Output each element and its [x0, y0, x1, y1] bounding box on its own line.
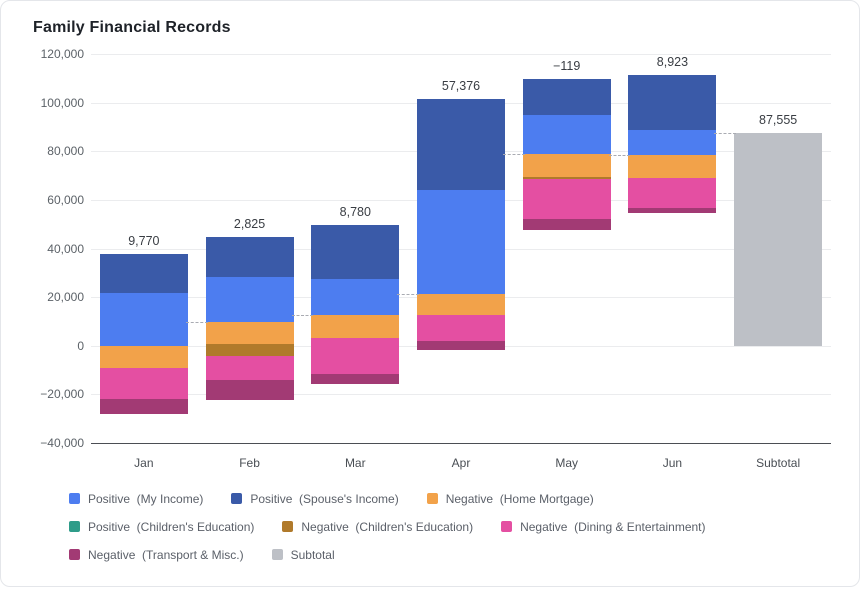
y-axis-tick-label: −40,000 [40, 436, 84, 451]
bar-segment-children_edu_neg[interactable] [205, 343, 294, 356]
bar-segment-my_income[interactable] [417, 189, 505, 294]
bar-net-label-jan: 9,770 [128, 233, 160, 248]
legend-item-my_income[interactable]: Positive (My Income) [69, 492, 203, 506]
chart-title: Family Financial Records [33, 19, 231, 36]
bar-segment-children_edu_neg[interactable] [522, 176, 611, 180]
bar-segment-spouse_income[interactable] [417, 98, 505, 190]
waterfall-connector [397, 293, 419, 295]
legend-item-dining[interactable]: Negative (Dining & Entertainment) [501, 519, 706, 534]
bar-segment-my_income[interactable] [99, 292, 188, 346]
bar-segment-dining[interactable] [311, 337, 400, 374]
legend-swatch-icon [282, 521, 294, 532]
legend-label: Negative (Transport & Misc.) [88, 547, 244, 562]
y-axis-tick-label: 120,000 [40, 47, 84, 62]
legend-label: Positive (Spouse's Income) [250, 491, 399, 506]
y-axis-tick-label: 100,000 [40, 95, 84, 110]
bar-segment-my_income[interactable] [628, 129, 717, 155]
bar-segment-transport[interactable] [628, 207, 717, 213]
bar-segment-spouse_income[interactable] [99, 253, 188, 293]
bar-segment-home_mortgage[interactable] [628, 154, 717, 178]
y-axis-tick-label: 40,000 [47, 241, 84, 256]
y-axis-tick-label: 20,000 [47, 290, 84, 305]
gridline [91, 54, 831, 56]
bar-segment-dining[interactable] [417, 314, 505, 341]
bar-segment-dining[interactable] [205, 355, 294, 380]
y-axis-tick-label: −20,000 [40, 387, 84, 402]
x-axis-label-feb: Feb [239, 456, 260, 470]
bar-segment-spouse_income[interactable] [311, 224, 400, 279]
bar-net-label-jun: 8,923 [656, 54, 689, 69]
bar-segment-dining[interactable] [522, 179, 611, 220]
bar-segment-home_mortgage[interactable] [417, 293, 505, 315]
bar-segment-dining[interactable] [628, 177, 717, 208]
legend-item-transport[interactable]: Negative (Transport & Misc.) [69, 548, 244, 562]
x-axis-label-jun: Jun [662, 456, 683, 470]
legend-label: Positive (My Income) [88, 491, 204, 506]
waterfall-connector [185, 322, 208, 324]
bar-segment-my_income[interactable] [205, 276, 294, 323]
bar-segment-transport[interactable] [417, 340, 505, 350]
bar-segment-spouse_income[interactable] [205, 236, 294, 277]
bar-net-label-feb: 2,825 [233, 216, 266, 231]
bar-net-label-mar: 8,780 [339, 204, 371, 219]
legend-item-home_mortgage[interactable]: Negative (Home Mortgage) [426, 491, 594, 506]
legend-item-spouse_income[interactable]: Positive (Spouse's Income) [231, 491, 399, 506]
x-axis-label-mar: Mar [344, 456, 366, 470]
x-axis-label-may: May [555, 456, 579, 470]
waterfall-connector [291, 315, 314, 317]
x-axis-line [91, 443, 831, 445]
legend-swatch-icon [271, 549, 283, 560]
legend-swatch-icon [69, 493, 80, 504]
bar-net-label-subtotal: 87,555 [759, 112, 798, 127]
legend-label: Positive (Children's Education) [88, 519, 255, 534]
bar-segment-dining[interactable] [99, 367, 188, 399]
legend-swatch-icon [426, 493, 438, 504]
legend-label: Negative (Dining & Entertainment) [520, 519, 706, 534]
legend-swatch-icon [69, 549, 80, 560]
bar-segment-home_mortgage[interactable] [205, 322, 294, 344]
gridline [91, 394, 831, 396]
legend-swatch-icon [231, 493, 243, 504]
waterfall-connector [608, 154, 631, 156]
x-axis-label-subtotal: Subtotal [756, 456, 801, 470]
legend-row: Negative (Transport & Misc.) Subtotal [69, 546, 706, 563]
legend-row: Positive (Children's Education) Negative … [69, 518, 706, 535]
legend-item-children_edu_pos[interactable]: Positive (Children's Education) [69, 520, 254, 534]
y-axis-tick-label: 0 [77, 338, 84, 353]
chart-plot-area: 120,000 100,000 80,000 60,000 40,000 20,000 0 −… [1, 1, 859, 481]
legend-item-children_edu_neg[interactable]: Negative (Children's Education) [282, 520, 473, 534]
bar-segment-my_income[interactable] [522, 114, 611, 155]
bar-segment-transport[interactable] [205, 379, 294, 401]
bar-segment-home_mortgage[interactable] [522, 154, 611, 177]
legend-swatch-icon [501, 521, 513, 532]
legend-label: Subtotal [290, 547, 335, 562]
bar-segment-home_mortgage[interactable] [311, 315, 400, 338]
bar-segment-transport[interactable] [311, 373, 400, 385]
bar-segment-spouse_income[interactable] [628, 74, 717, 130]
bar-segment-home_mortgage[interactable] [99, 345, 188, 368]
y-axis-tick-label: 80,000 [47, 144, 84, 159]
legend-swatch-icon [69, 521, 80, 532]
y-axis-tick-label: 60,000 [47, 192, 84, 207]
waterfall-connector [503, 154, 525, 156]
bar-segment-spouse_income[interactable] [522, 78, 611, 115]
bar-segment-transport[interactable] [99, 398, 188, 415]
bar-segment-my_income[interactable] [311, 278, 400, 316]
x-axis-label-jan: Jan [134, 456, 154, 470]
chart-legend: Positive (My Income) Positive (Spouse's I… [69, 490, 706, 574]
waterfall-connector [714, 132, 737, 134]
legend-label: Negative (Home Mortgage) [445, 491, 594, 506]
bar-segment-transport[interactable] [522, 219, 611, 231]
legend-item-subtotal[interactable]: Subtotal [271, 547, 335, 562]
bar-net-label-apr: 57,376 [441, 78, 481, 93]
bar-net-label-may: −119 [553, 58, 581, 73]
x-axis-label-apr: Apr [451, 456, 471, 470]
legend-row: Positive (My Income) Positive (Spouse's I… [69, 490, 706, 507]
bar-segment-subtotal[interactable] [734, 132, 823, 346]
legend-label: Negative (Children's Education) [301, 519, 474, 534]
